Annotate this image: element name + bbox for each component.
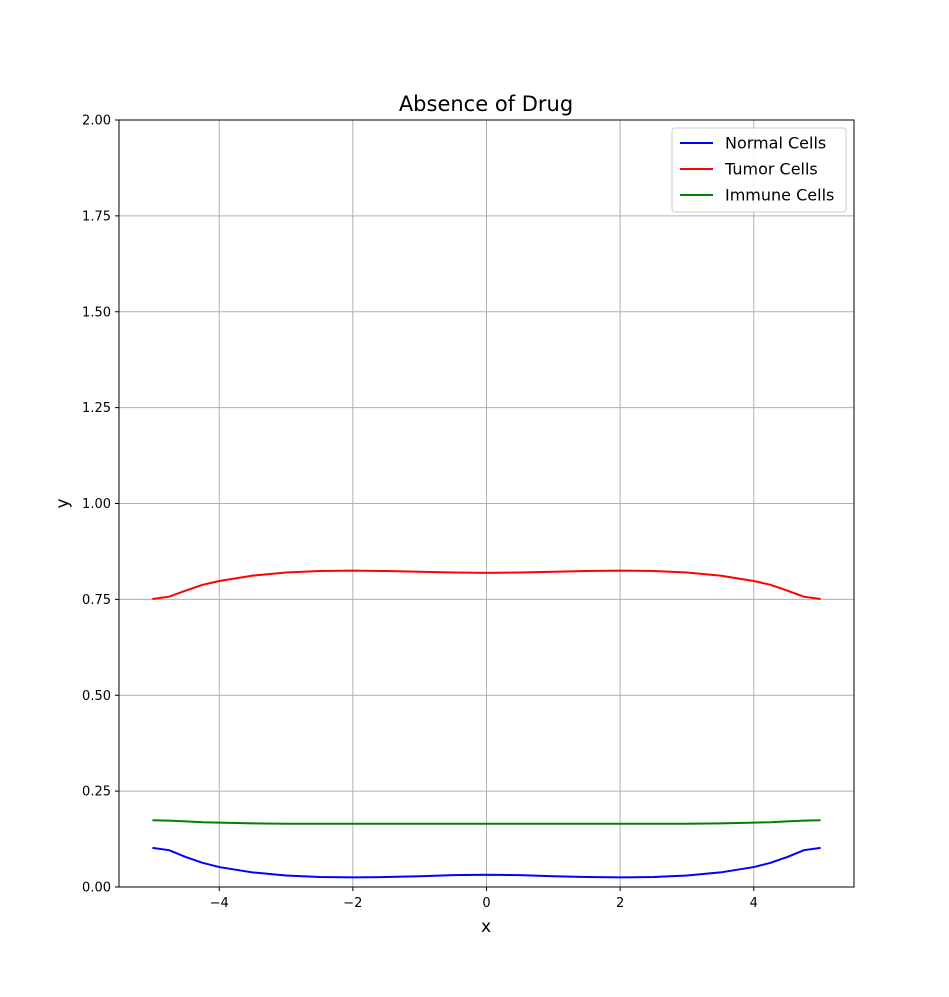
y-tick-label: 1.75 bbox=[82, 209, 111, 224]
x-tick-label: 0 bbox=[482, 896, 490, 911]
y-tick-label: 0.75 bbox=[82, 593, 111, 608]
y-tick-label: 2.00 bbox=[82, 114, 111, 129]
chart-title: Absence of Drug bbox=[399, 92, 573, 116]
x-tick-label: −2 bbox=[343, 896, 362, 911]
y-tick-label: 0.00 bbox=[82, 881, 111, 896]
y-tick-label: 1.25 bbox=[82, 401, 111, 416]
y-tick-label: 0.50 bbox=[82, 689, 111, 704]
legend-label: Immune Cells bbox=[725, 186, 834, 205]
legend-label: Normal Cells bbox=[725, 134, 826, 153]
y-axis-label: y bbox=[53, 498, 73, 508]
grid-lines bbox=[119, 119, 854, 888]
y-tick-label: 0.25 bbox=[82, 785, 111, 800]
legend: Normal Cells Tumor Cells Immune Cells bbox=[671, 127, 847, 213]
series-lines bbox=[152, 569, 821, 879]
legend-label: Tumor Cells bbox=[724, 160, 818, 179]
axis-ticks: −4 −2 0 2 4 0.00 0.25 0.50 0.75 1.00 1.25 1.50 1.75 2… bbox=[82, 114, 758, 912]
y-tick-label: 1.50 bbox=[82, 305, 111, 320]
x-tick-label: −4 bbox=[210, 896, 229, 911]
x-tick-label: 2 bbox=[616, 896, 624, 911]
x-tick-label: 4 bbox=[750, 896, 758, 911]
series-line-2 bbox=[152, 819, 821, 825]
series-line-0 bbox=[152, 846, 821, 879]
x-axis-label: x bbox=[481, 917, 491, 937]
y-tick-label: 1.00 bbox=[82, 497, 111, 512]
series-line-1 bbox=[152, 569, 821, 600]
legend-box bbox=[671, 127, 847, 213]
